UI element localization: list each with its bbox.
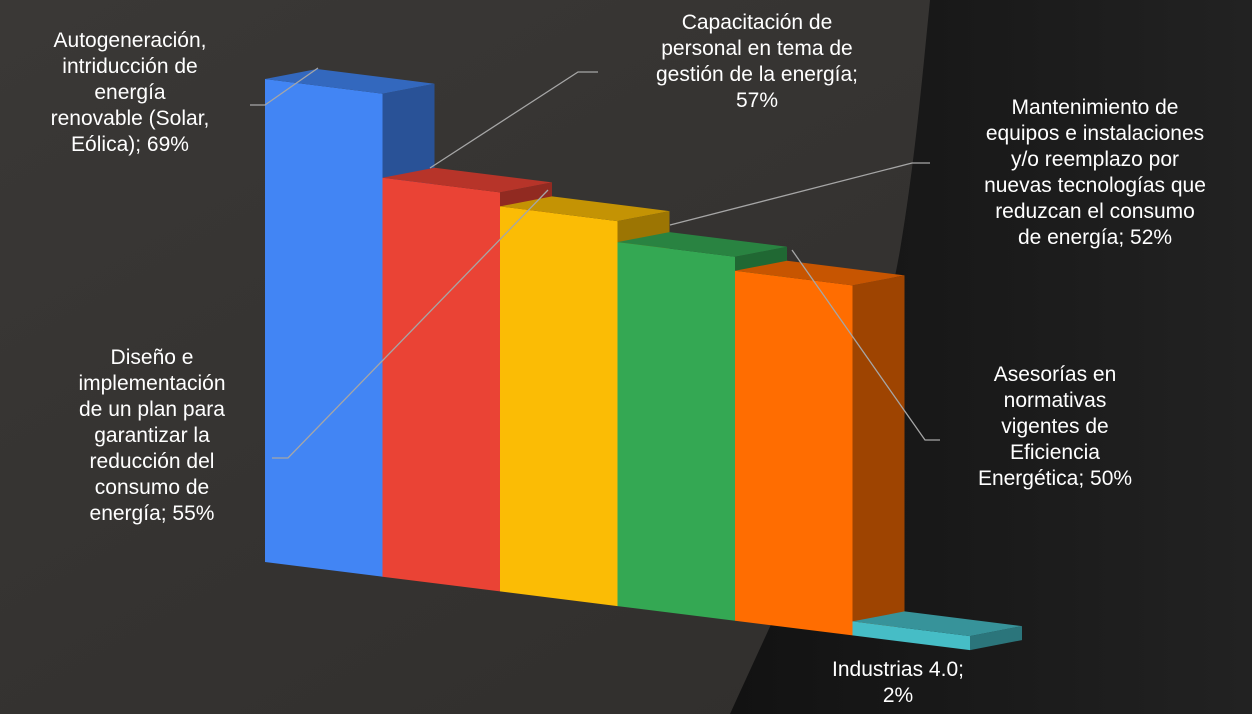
bar xyxy=(735,260,905,636)
data-label-line: Eólica); 69% xyxy=(71,133,189,156)
data-label-line: renovable (Solar, xyxy=(50,107,210,130)
bar-front-face xyxy=(265,79,383,577)
data-label-line: consumo de xyxy=(94,476,210,499)
bar-top-face xyxy=(500,196,670,222)
bar-top-face xyxy=(852,611,1022,637)
bar-top-face xyxy=(382,167,552,193)
leader-line xyxy=(272,189,549,459)
data-label-line: intriducción de xyxy=(62,55,198,78)
data-label-line: vigentes de xyxy=(1001,415,1109,438)
data-label-line: energía; 55% xyxy=(89,502,215,525)
data-label-line: equipos e instalaciones xyxy=(985,122,1205,145)
bar-front-face xyxy=(382,177,500,592)
data-label-line: Industrias 4.0; xyxy=(832,658,964,681)
bar-front-face xyxy=(852,621,970,651)
data-label-line: de un plan para xyxy=(79,398,225,421)
data-label-line: Eficiencia xyxy=(1010,441,1100,464)
data-label-line: garantizar la xyxy=(94,424,210,447)
leader-line xyxy=(429,71,598,169)
leader-line xyxy=(250,67,319,106)
data-label-line: Diseño e xyxy=(110,346,194,369)
data-label-line: Asesorías en xyxy=(993,363,1117,386)
data-label-line: Autogeneración, xyxy=(53,29,207,52)
data-label: Asesorías en normativas vigentes de Eficien… xyxy=(978,362,1132,492)
data-label-line: nuevas tecnologías que xyxy=(984,174,1206,197)
data-label: Mantenimiento de equipos e instalaciones y… xyxy=(984,95,1206,251)
data-label: Autogeneración, intriducción de energía ren… xyxy=(51,28,210,158)
data-label-line: reduzcan el consumo xyxy=(995,200,1195,223)
data-label-line: 2% xyxy=(882,684,914,707)
data-label-line: de energía; 52% xyxy=(1017,226,1173,249)
data-label-line: gestión de la energía; xyxy=(656,63,858,86)
bar-front-face xyxy=(617,242,735,621)
data-label: Capacitación de personal en tema de gestió… xyxy=(656,10,858,114)
leader-lines-group xyxy=(250,67,940,459)
data-label-line: y/o reemplazo por xyxy=(1010,148,1180,171)
data-label: Industrias 4.0; 2% xyxy=(832,657,964,709)
bar-side-face xyxy=(970,626,1022,651)
data-label-line: normativas xyxy=(1003,389,1107,412)
data-label-line: Capacitación de xyxy=(681,11,833,34)
data-label-line: personal en tema de xyxy=(661,37,853,60)
data-label-line: Mantenimiento de xyxy=(1011,96,1179,119)
data-label-line: energía xyxy=(94,81,166,104)
data-label-line: Energética; 50% xyxy=(977,467,1133,490)
data-label-line: implementación xyxy=(78,372,226,395)
data-label-line: 57% xyxy=(735,89,779,112)
bar-front-face xyxy=(500,206,618,607)
leader-line xyxy=(669,162,930,226)
bar-side-face xyxy=(852,275,905,636)
bar-top-face xyxy=(617,232,787,257)
bar-top-face xyxy=(735,260,905,286)
data-label: Diseño e implementación de un plan para gar… xyxy=(78,345,225,527)
bars-group xyxy=(265,69,1022,651)
data-label-line: reducción del xyxy=(89,450,215,473)
bar-front-face xyxy=(735,270,853,636)
leader-line xyxy=(791,249,940,441)
bar xyxy=(852,611,1022,651)
